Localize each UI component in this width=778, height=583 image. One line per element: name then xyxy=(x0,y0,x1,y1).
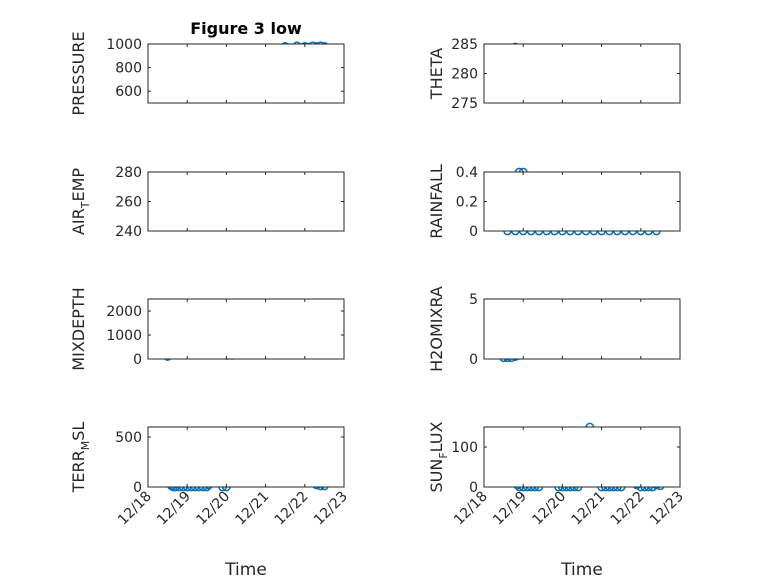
y-tick-label: 0.4 xyxy=(456,165,478,181)
x-tick-label: 12/19 xyxy=(490,489,530,529)
y-tick-label: 5 xyxy=(469,292,478,308)
y-tick-label: 285 xyxy=(451,37,478,53)
x-tick-label: 12/21 xyxy=(233,489,273,529)
y-tick-label: 280 xyxy=(451,67,478,83)
subplot-theta: 275 280 285 THETA xyxy=(427,37,681,112)
y-tick-label: 0 xyxy=(469,480,478,496)
y-tick-label: 1000 xyxy=(106,328,142,344)
y-axis-label: PRESSURE xyxy=(69,31,88,115)
subplot-pressure: 600 800 1000 PRESSURE Figure 3 low xyxy=(69,19,345,116)
axes-frame xyxy=(483,171,681,232)
subplot-h2omixra: 0 5 H2OMIXRA xyxy=(427,286,681,372)
axes-frame xyxy=(147,171,345,232)
subplot-mixdepth: 0 1000 2000 MIXDEPTH xyxy=(69,287,345,371)
y-tick-label: 240 xyxy=(115,224,142,240)
x-tick-label: 12/23 xyxy=(647,489,687,529)
y-tick-label: 0 xyxy=(133,352,142,368)
y-axis-label: SUNFLUX xyxy=(427,421,450,492)
subplot-air_temp: 240 260 280 AIRTEMP xyxy=(69,165,345,240)
x-tick-label: 12/22 xyxy=(608,489,648,529)
x-tick-label: 12/20 xyxy=(529,489,569,529)
axes-frame xyxy=(147,43,345,104)
x-tick-label: 12/23 xyxy=(311,489,351,529)
y-axis-label: AIRTEMP xyxy=(69,168,92,235)
y-tick-label: 280 xyxy=(115,165,142,181)
x-tick-label: 12/21 xyxy=(569,489,609,529)
y-tick-label: 100 xyxy=(451,440,478,456)
x-tick-label: 12/22 xyxy=(272,489,312,529)
y-axis-label: H2OMIXRA xyxy=(427,286,446,372)
subplot-rainfall: 0 0.2 0.4 RAINFALL xyxy=(427,164,681,240)
x-axis-label: Time xyxy=(224,560,267,580)
y-tick-label: 2000 xyxy=(106,304,142,320)
chart-title: Figure 3 low xyxy=(190,19,302,38)
y-tick-label: 800 xyxy=(115,61,142,77)
x-tick-label: 12/19 xyxy=(154,489,194,529)
y-tick-label: 0 xyxy=(469,352,478,368)
y-tick-label: 600 xyxy=(115,84,142,100)
y-axis-label: THETA xyxy=(427,48,446,100)
x-tick-label: 12/20 xyxy=(193,489,233,529)
y-tick-label: 0 xyxy=(469,224,478,240)
y-tick-label: 1000 xyxy=(106,37,142,53)
x-axis-label: Time xyxy=(560,560,603,580)
y-axis-label: RAINFALL xyxy=(427,164,446,239)
y-tick-label: 0.2 xyxy=(456,195,478,211)
y-axis-label: MIXDEPTH xyxy=(69,287,88,370)
axes-frame xyxy=(483,298,681,360)
axes-frame xyxy=(147,426,345,488)
y-tick-label: 500 xyxy=(115,430,142,446)
y-tick-label: 275 xyxy=(451,96,478,112)
axes-frame xyxy=(147,298,345,360)
axes-frame xyxy=(483,43,681,104)
y-axis-label: TERRMSL xyxy=(69,422,92,494)
y-tick-label: 0 xyxy=(133,480,142,496)
axes-frame xyxy=(483,426,681,488)
y-tick-label: 260 xyxy=(115,195,142,211)
